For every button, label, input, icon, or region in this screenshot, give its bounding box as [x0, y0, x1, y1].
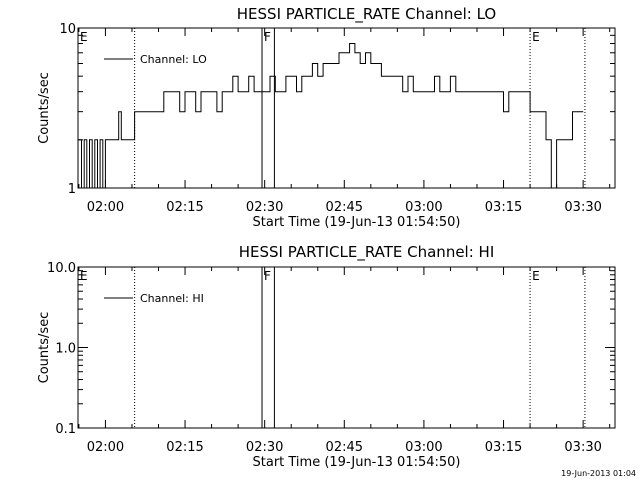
- chart-panel-0: HESSI PARTICLE_RATE Channel: LO Start Tim…: [37, 5, 616, 230]
- x-tick-label: 03:00: [405, 200, 442, 215]
- marker-label: E: [80, 269, 88, 283]
- marker-label: F: [264, 269, 271, 283]
- x-tick-label: 03:00: [405, 440, 442, 455]
- x-tick-label: 02:45: [326, 200, 363, 215]
- y-tick-label: 10: [59, 22, 76, 37]
- x-tick-label: 02:30: [246, 200, 283, 215]
- x-tick-label: 03:30: [564, 200, 601, 215]
- legend-label: Channel: HI: [140, 292, 204, 305]
- y-tick-label: 0.1: [55, 422, 76, 437]
- x-axis-label: Start Time (19-Jun-13 01:54:50): [253, 455, 461, 470]
- series-line-0: [78, 43, 584, 189]
- y-axis-label: Counts/sec: [37, 72, 52, 144]
- x-tick-label: 02:00: [87, 440, 124, 455]
- marker-label: E: [80, 30, 88, 44]
- legend-label: Channel: LO: [140, 53, 207, 66]
- x-tick-label: 03:15: [485, 440, 522, 455]
- x-tick-label: 02:30: [246, 440, 283, 455]
- y-tick-label: 1: [68, 182, 76, 197]
- footer-timestamp: 19-Jun-2013 01:04: [561, 469, 636, 478]
- marker-label: E: [532, 269, 540, 283]
- x-tick-label: 02:00: [87, 200, 124, 215]
- y-axis-label: Counts/sec: [37, 312, 52, 384]
- y-tick-label: 1.0: [55, 342, 76, 357]
- chart-title: HESSI PARTICLE_RATE Channel: LO: [237, 5, 496, 24]
- y-tick-label: 10.0: [47, 261, 76, 276]
- chart-title: HESSI PARTICLE_RATE Channel: HI: [239, 243, 495, 262]
- plot-frame: [77, 27, 616, 189]
- x-axis-label: Start Time (19-Jun-13 01:54:50): [253, 215, 461, 230]
- x-tick-label: 03:30: [564, 440, 601, 455]
- chart-panel-1: HESSI PARTICLE_RATE Channel: HI Start Tim…: [37, 243, 616, 470]
- x-tick-label: 02:15: [166, 200, 203, 215]
- marker-label: E: [532, 30, 540, 44]
- x-tick-label: 02:15: [166, 440, 203, 455]
- x-tick-label: 03:15: [485, 200, 522, 215]
- x-tick-label: 02:45: [326, 440, 363, 455]
- marker-label: F: [264, 30, 271, 44]
